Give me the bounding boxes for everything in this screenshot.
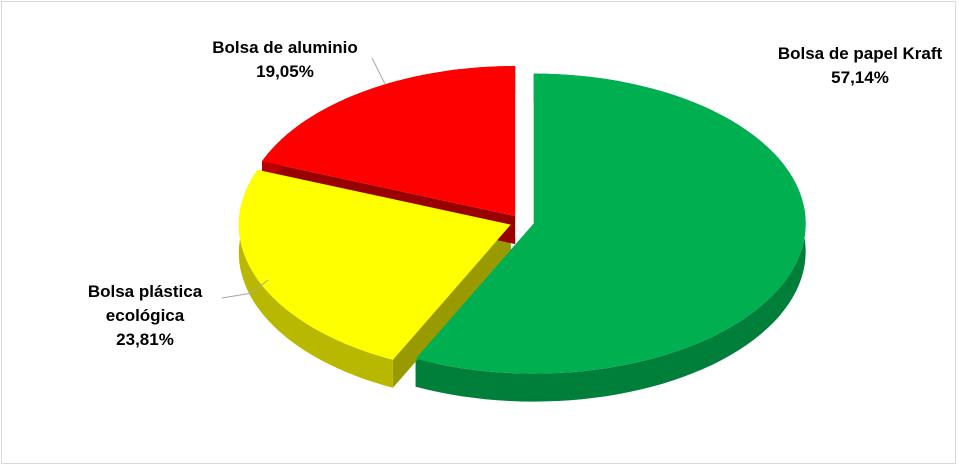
value-label: 23,81%	[116, 330, 174, 349]
category-label: Bolsa de papel Kraft	[777, 44, 943, 63]
slice	[262, 66, 516, 217]
data-label: Bolsa de papel Kraft 57,14%	[770, 42, 950, 90]
slice-wall	[392, 224, 511, 388]
value-label: 57,14%	[831, 68, 889, 87]
leader-line	[221, 279, 269, 299]
leader-line	[371, 57, 386, 85]
category-label: Bolsa plástica ecológica	[87, 282, 203, 325]
slice	[415, 73, 806, 374]
data-label: Bolsa plástica ecológica 23,81%	[60, 280, 230, 352]
pie	[238, 66, 806, 402]
data-label: Bolsa de aluminio 19,05%	[180, 36, 390, 84]
category-label: Bolsa de aluminio	[212, 38, 358, 57]
value-label: 19,05%	[256, 62, 314, 81]
slice-side	[415, 73, 806, 402]
slice	[238, 169, 511, 360]
